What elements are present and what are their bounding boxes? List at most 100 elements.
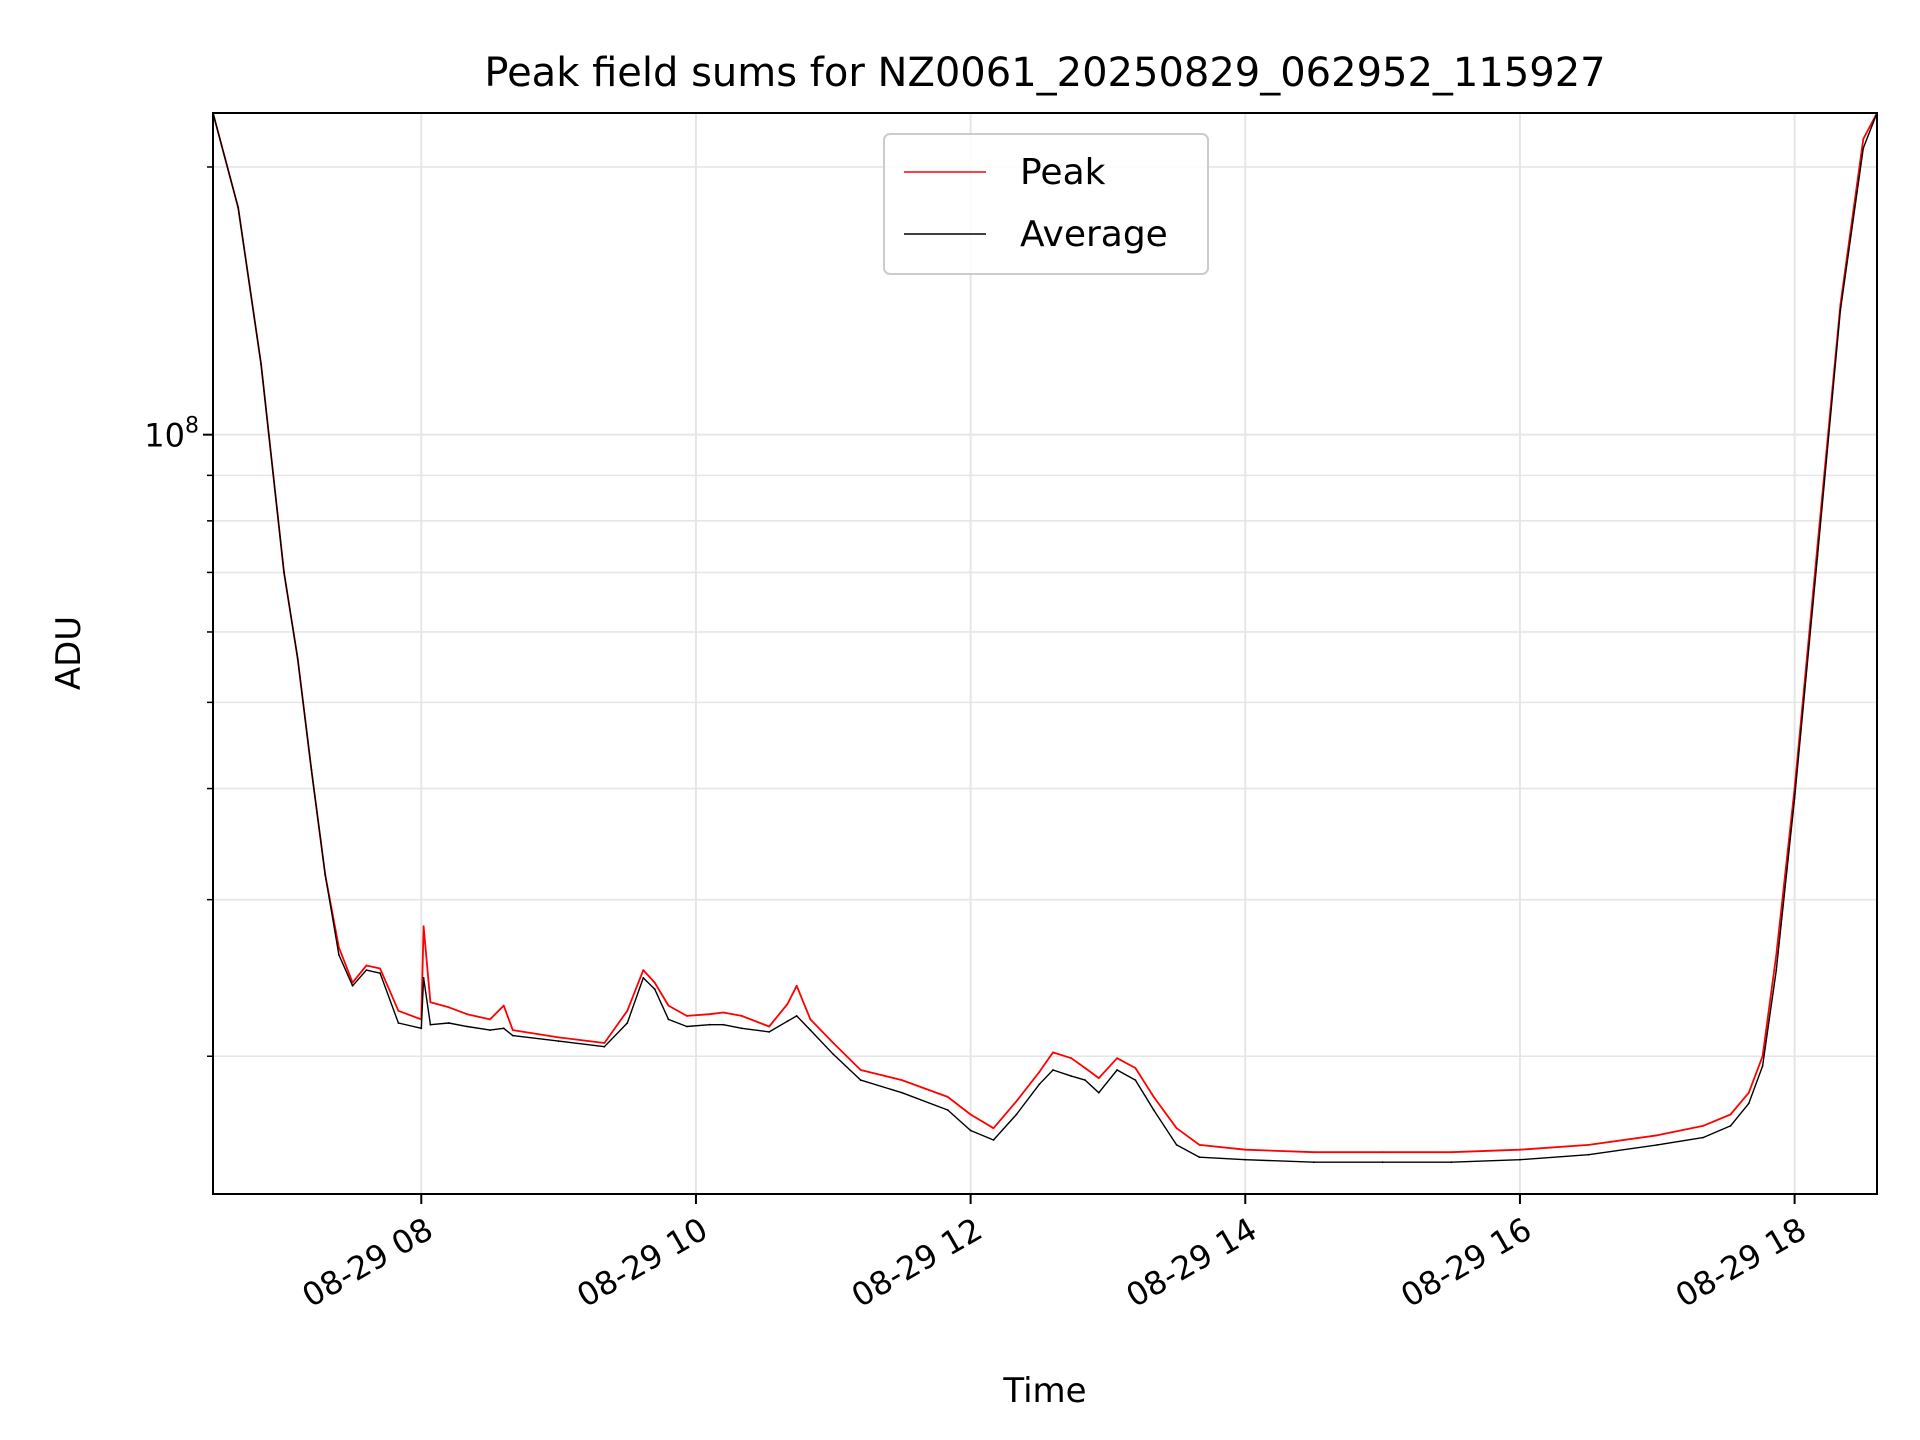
series-point-peak: [1587, 1144, 1590, 1146]
series-point-average: [1816, 555, 1819, 558]
series-point-peak: [1729, 1113, 1732, 1116]
series-point-average: [1381, 1161, 1384, 1164]
series-point-average: [685, 1025, 688, 1028]
series-point-peak: [1052, 1051, 1054, 1054]
series-point-peak: [338, 946, 340, 949]
series-point-average: [786, 1020, 789, 1023]
series-point-average: [642, 977, 645, 979]
series-point-peak: [795, 984, 798, 987]
series-point-peak: [1381, 1151, 1384, 1154]
series-point-peak: [901, 1079, 903, 1081]
series-point-average: [626, 1022, 629, 1024]
series-point-average: [653, 988, 656, 990]
series-point-average: [511, 1034, 514, 1037]
series-point-average: [260, 363, 262, 366]
series-point-average: [1038, 1083, 1041, 1086]
series-point-average: [422, 977, 425, 979]
series-point-average: [1313, 1161, 1315, 1164]
series-point-average: [1450, 1161, 1453, 1164]
series-point-average: [946, 1109, 949, 1111]
series-point-peak: [1198, 1144, 1201, 1146]
series-point-average: [466, 1025, 468, 1028]
series-point-average: [1070, 1075, 1073, 1077]
series-point-peak: [653, 981, 656, 984]
series-point-average: [740, 1027, 743, 1030]
series-point-average: [901, 1091, 903, 1094]
series-point-average: [722, 1023, 725, 1026]
series-point-peak: [351, 981, 354, 984]
legend-label-average: Average: [1020, 214, 1168, 255]
series-point-average: [1152, 1109, 1155, 1111]
series-point-peak: [992, 1127, 995, 1130]
series-point-average: [397, 1022, 400, 1024]
series-line-average: [213, 113, 1877, 1163]
series-point-peak: [557, 1036, 560, 1039]
series-point-average: [296, 657, 299, 660]
series-point-peak: [429, 1001, 432, 1004]
series-point-peak: [809, 1018, 812, 1021]
series-point-peak: [1097, 1077, 1100, 1079]
series-point-peak: [365, 964, 368, 967]
series-point-peak: [1244, 1148, 1247, 1151]
series-point-average: [1175, 1144, 1178, 1146]
series-point-peak: [1015, 1100, 1018, 1103]
series-point-peak: [489, 1018, 491, 1021]
series-point-average: [365, 969, 368, 971]
series-point-peak: [379, 967, 381, 970]
series-point-average: [603, 1045, 606, 1048]
series-point-average: [489, 1029, 491, 1031]
series-point-peak: [1761, 1055, 1764, 1058]
series-point-peak: [667, 1004, 670, 1007]
series-point-average: [1839, 309, 1842, 312]
series-point-peak: [1084, 1067, 1086, 1069]
series-point-peak: [1519, 1148, 1521, 1151]
series-point-average: [338, 954, 340, 956]
series-point-average: [832, 1053, 835, 1056]
series-point-average: [768, 1031, 771, 1033]
series-point-average: [1134, 1079, 1137, 1081]
series-point-average: [667, 1018, 670, 1021]
series-point-peak: [1775, 954, 1778, 956]
series-point-average: [1862, 147, 1865, 150]
y-tick-label-exponent: 8: [185, 414, 199, 439]
series-point-peak: [397, 1009, 400, 1012]
series-point-peak: [511, 1029, 514, 1031]
series-point-average: [1052, 1069, 1054, 1071]
plot-frame: [212, 112, 1878, 1195]
series-point-average: [1116, 1069, 1118, 1071]
series-point-peak: [603, 1042, 606, 1044]
grid: [213, 113, 1877, 1194]
series-point-peak: [1862, 138, 1865, 140]
series-point-average: [1793, 797, 1796, 800]
series-point-average: [1097, 1091, 1100, 1094]
series-point-average: [1015, 1113, 1018, 1116]
x-axis-label: Time: [1002, 1371, 1086, 1411]
series-point-average: [447, 1022, 450, 1024]
series-point-peak: [1656, 1134, 1659, 1137]
series-point-average: [1587, 1153, 1590, 1156]
series-point-average: [1775, 969, 1778, 971]
series-point-average: [1084, 1079, 1086, 1081]
series-point-peak: [786, 1003, 789, 1005]
series-point-average: [283, 571, 285, 574]
series-point-average: [1729, 1125, 1732, 1127]
series-point-average: [1656, 1144, 1659, 1146]
series-point-peak: [502, 1004, 505, 1007]
series-point-average: [351, 984, 354, 987]
series-point-average: [557, 1040, 560, 1042]
series-point-peak: [740, 1015, 743, 1017]
series-point-peak: [768, 1025, 771, 1028]
series-point-peak: [642, 969, 645, 971]
series-point-peak: [946, 1096, 949, 1098]
y-axis-label: ADU: [49, 616, 89, 690]
y-axis: 108: [144, 166, 213, 1057]
series-point-peak: [859, 1069, 862, 1071]
series-point-average: [795, 1015, 798, 1017]
series-point-peak: [1038, 1071, 1041, 1073]
series-point-peak: [1116, 1057, 1118, 1060]
series-point-average: [1244, 1158, 1247, 1161]
series-point-average: [1198, 1156, 1201, 1159]
series-point-peak: [1313, 1151, 1315, 1154]
series-point-average: [237, 206, 240, 209]
